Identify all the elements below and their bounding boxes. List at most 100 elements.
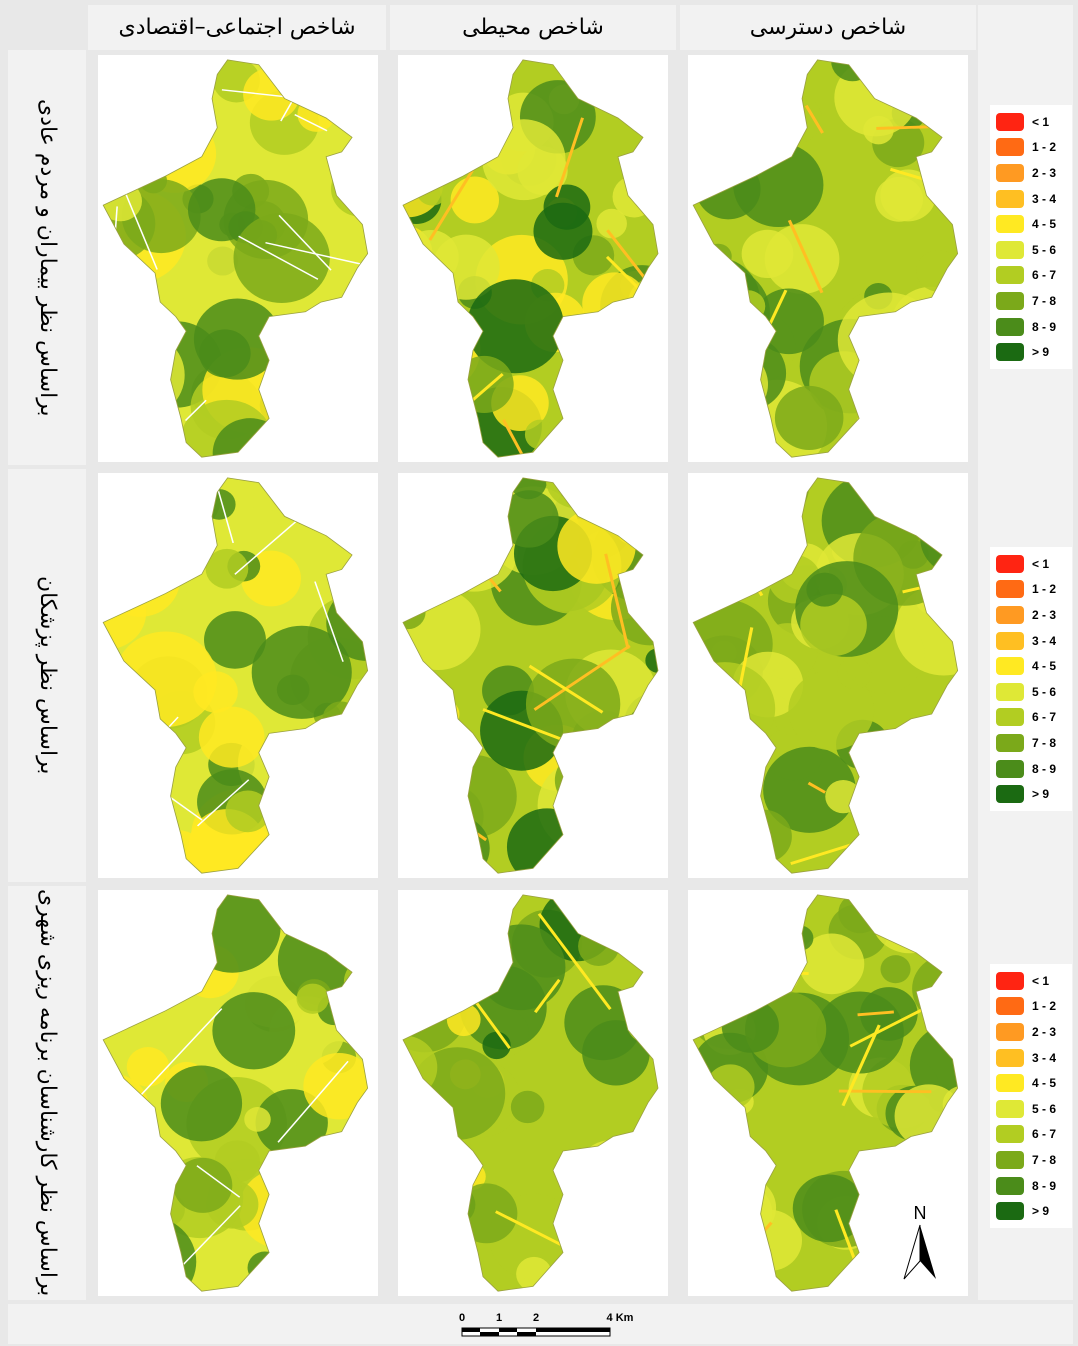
legend-label: 1 - 2 [1032,999,1056,1013]
map-zone [838,658,872,690]
map-zone [902,81,937,114]
map-zone [731,290,765,322]
map-zone [100,921,193,1008]
legend-swatch [996,734,1024,752]
legend-item: 2 - 3 [990,160,1072,186]
map-zone [402,55,490,104]
map-zone [607,411,660,462]
road [425,501,501,591]
map-zone [436,1156,476,1195]
road [502,55,506,96]
legend-label: 2 - 3 [1032,608,1056,622]
map-zone [786,925,813,950]
legend-swatch [996,138,1024,156]
legend-label: 5 - 6 [1032,1102,1056,1116]
legend-item: 7 - 8 [990,288,1072,314]
map-zone [613,176,656,218]
road [353,1154,378,1248]
map-zone [688,1153,759,1226]
map-zone [101,55,200,126]
legend-item: < 1 [990,551,1072,577]
road [399,257,410,267]
road [884,367,933,404]
map-zone [555,751,615,809]
legend-label: 7 - 8 [1032,736,1056,750]
road [722,530,762,596]
map-zone [688,1233,747,1296]
legend-item: < 1 [990,968,1072,994]
map-zone [688,74,749,144]
map-zone [297,96,335,131]
map-zone [419,785,483,847]
road [272,1271,340,1288]
legend-label: 5 - 6 [1032,685,1056,699]
map-zone [98,890,173,967]
map-zone [455,1183,517,1243]
map-zone [455,356,514,413]
legend-swatch [996,972,1024,990]
road [321,770,378,858]
map-zone [161,1066,242,1142]
map-zone [194,298,281,379]
map-zone [806,573,843,607]
map-zone [398,132,449,192]
legend-label: 4 - 5 [1032,1076,1056,1090]
legend-swatch [996,785,1024,803]
legend-label: 6 - 7 [1032,1127,1056,1141]
road [688,695,745,723]
map-zone [609,302,660,352]
map-zone [511,1091,544,1123]
legend-label: 1 - 2 [1032,582,1056,596]
map-zone [740,109,777,143]
map-panel [98,473,378,878]
map-zone [516,1257,552,1291]
map-zone [280,730,310,758]
legend-swatch [996,266,1024,284]
map-zone [574,890,628,931]
legend-label: 5 - 6 [1032,243,1056,257]
map-zone [856,369,932,440]
map-zone [875,177,923,222]
map-zone [930,76,968,134]
map-zone [311,778,366,829]
map-zone [212,992,295,1069]
map-panel [98,55,378,462]
road [398,1239,420,1286]
legend-item: 4 - 5 [990,653,1072,679]
scale-seg [462,1328,480,1332]
road [128,717,178,771]
legend-item: 8 - 9 [990,1173,1072,1199]
map-zone [303,1053,374,1119]
map-zone [573,1156,626,1208]
map-zone [688,940,752,1020]
map-zone [575,1140,650,1212]
legend-item: 1 - 2 [990,994,1072,1020]
map-zone [430,1133,473,1174]
map-zone [688,110,722,155]
map-zone [609,890,668,949]
map-zone [816,991,904,1073]
map-zone [288,1162,334,1205]
map-panel [688,473,968,878]
map-zone [412,890,472,937]
map-zone [614,1215,668,1283]
map-zone [633,1153,668,1191]
map-zone [427,699,459,730]
map-zone [693,270,744,317]
legend-item: 2 - 3 [990,1019,1072,1045]
map-zone [278,914,377,1006]
road [103,995,146,1019]
map-zone [894,808,968,878]
row-label: براساس نظر پزشکان [8,469,86,882]
map-zone [98,84,150,159]
legend-swatch [996,292,1024,310]
legend-swatch [996,113,1024,131]
map-zone [114,631,217,727]
map-zone [721,55,808,123]
legend-item: 7 - 8 [990,730,1072,756]
road [467,60,477,104]
map-zone [904,890,968,957]
legend-label: 1 - 2 [1032,140,1056,154]
map-zone [581,1159,641,1217]
road [876,126,941,128]
